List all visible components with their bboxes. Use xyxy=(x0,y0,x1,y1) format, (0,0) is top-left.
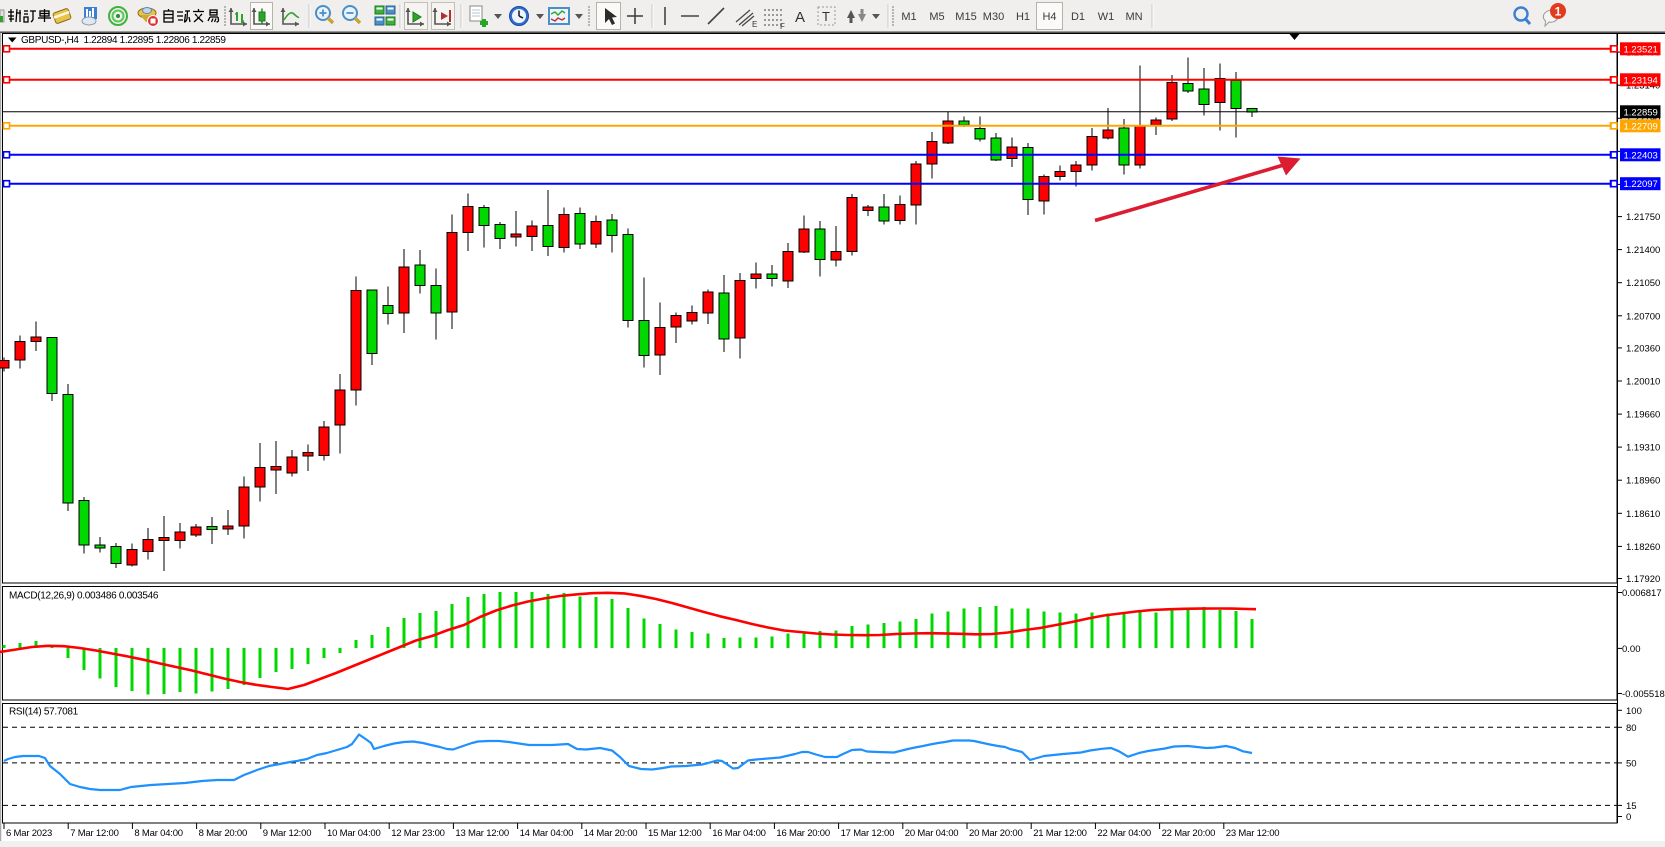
svg-text:1.23521: 1.23521 xyxy=(1624,44,1658,55)
svg-text:1.21400: 1.21400 xyxy=(1626,245,1660,256)
svg-text:14 Mar 20:00: 14 Mar 20:00 xyxy=(584,828,638,839)
svg-text:100: 100 xyxy=(1626,706,1642,717)
svg-text:23 Mar 12:00: 23 Mar 12:00 xyxy=(1226,828,1280,839)
svg-text:10 Mar 04:00: 10 Mar 04:00 xyxy=(327,828,381,839)
svg-text:1.18610: 1.18610 xyxy=(1626,509,1660,520)
svg-text:1.21750: 1.21750 xyxy=(1626,212,1660,223)
svg-text:50: 50 xyxy=(1626,758,1637,769)
svg-text:20 Mar 04:00: 20 Mar 04:00 xyxy=(905,828,959,839)
svg-text:W1: W1 xyxy=(1098,11,1115,23)
svg-text:0: 0 xyxy=(1626,812,1631,823)
svg-text:M15: M15 xyxy=(955,11,976,23)
svg-text:E: E xyxy=(752,20,757,29)
svg-text:1.20360: 1.20360 xyxy=(1626,343,1660,354)
svg-text:1.23194: 1.23194 xyxy=(1624,75,1658,86)
svg-text:1.18960: 1.18960 xyxy=(1626,476,1660,487)
svg-text:7 Mar 12:00: 7 Mar 12:00 xyxy=(70,828,119,839)
svg-text:21 Mar 12:00: 21 Mar 12:00 xyxy=(1033,828,1087,839)
svg-text:T: T xyxy=(822,9,830,24)
svg-text:1.18260: 1.18260 xyxy=(1626,542,1660,553)
svg-text:6 Mar 2023: 6 Mar 2023 xyxy=(6,828,52,839)
svg-text:1.20010: 1.20010 xyxy=(1626,377,1660,388)
svg-text:F: F xyxy=(780,22,785,31)
svg-text:1.22709: 1.22709 xyxy=(1624,121,1658,132)
svg-text:MN: MN xyxy=(1125,11,1142,23)
svg-text:16 Mar 20:00: 16 Mar 20:00 xyxy=(776,828,830,839)
svg-text:0.00: 0.00 xyxy=(1622,644,1641,655)
svg-text:16 Mar 04:00: 16 Mar 04:00 xyxy=(712,828,766,839)
svg-text:9 Mar 12:00: 9 Mar 12:00 xyxy=(263,828,312,839)
svg-text:13 Mar 12:00: 13 Mar 12:00 xyxy=(455,828,509,839)
svg-text:14 Mar 04:00: 14 Mar 04:00 xyxy=(520,828,574,839)
svg-text:15 Mar 12:00: 15 Mar 12:00 xyxy=(648,828,702,839)
svg-text:8 Mar 04:00: 8 Mar 04:00 xyxy=(134,828,183,839)
svg-text:1.19310: 1.19310 xyxy=(1626,443,1660,454)
svg-text:1.21050: 1.21050 xyxy=(1626,278,1660,289)
svg-text:17 Mar 12:00: 17 Mar 12:00 xyxy=(841,828,895,839)
svg-text:12 Mar 23:00: 12 Mar 23:00 xyxy=(391,828,445,839)
svg-text:8 Mar 20:00: 8 Mar 20:00 xyxy=(199,828,248,839)
svg-text:15: 15 xyxy=(1626,801,1637,812)
svg-text:1: 1 xyxy=(1555,5,1562,19)
svg-text:MACD(12,26,9) 0.003486 0.00354: MACD(12,26,9) 0.003486 0.003546 xyxy=(9,591,159,602)
svg-text:1.20700: 1.20700 xyxy=(1626,311,1660,322)
svg-text:M30: M30 xyxy=(983,11,1004,23)
svg-text:0.006817: 0.006817 xyxy=(1622,588,1662,599)
svg-text:1.22097: 1.22097 xyxy=(1624,179,1658,190)
svg-text:-0.005518: -0.005518 xyxy=(1622,689,1665,700)
svg-text:M5: M5 xyxy=(929,11,944,23)
svg-text:1.19660: 1.19660 xyxy=(1626,410,1660,421)
svg-text:22 Mar 20:00: 22 Mar 20:00 xyxy=(1162,828,1216,839)
svg-text:1.22403: 1.22403 xyxy=(1624,150,1658,161)
svg-text:22 Mar 04:00: 22 Mar 04:00 xyxy=(1097,828,1151,839)
svg-text:M1: M1 xyxy=(901,11,916,23)
svg-text:H1: H1 xyxy=(1016,11,1030,23)
svg-text:RSI(14) 57.7081: RSI(14) 57.7081 xyxy=(9,707,79,718)
svg-text:GBPUSD-,H4 1.22894 1.22895 1.: GBPUSD-,H4 1.22894 1.22895 1.22806 1.228… xyxy=(21,35,226,46)
svg-text:1.22859: 1.22859 xyxy=(1624,107,1658,118)
svg-text:D1: D1 xyxy=(1071,11,1085,23)
svg-text:A: A xyxy=(795,9,805,26)
svg-text:1.17920: 1.17920 xyxy=(1626,574,1660,585)
svg-text:20 Mar 20:00: 20 Mar 20:00 xyxy=(969,828,1023,839)
svg-text:H4: H4 xyxy=(1042,11,1056,23)
svg-text:80: 80 xyxy=(1626,723,1637,734)
